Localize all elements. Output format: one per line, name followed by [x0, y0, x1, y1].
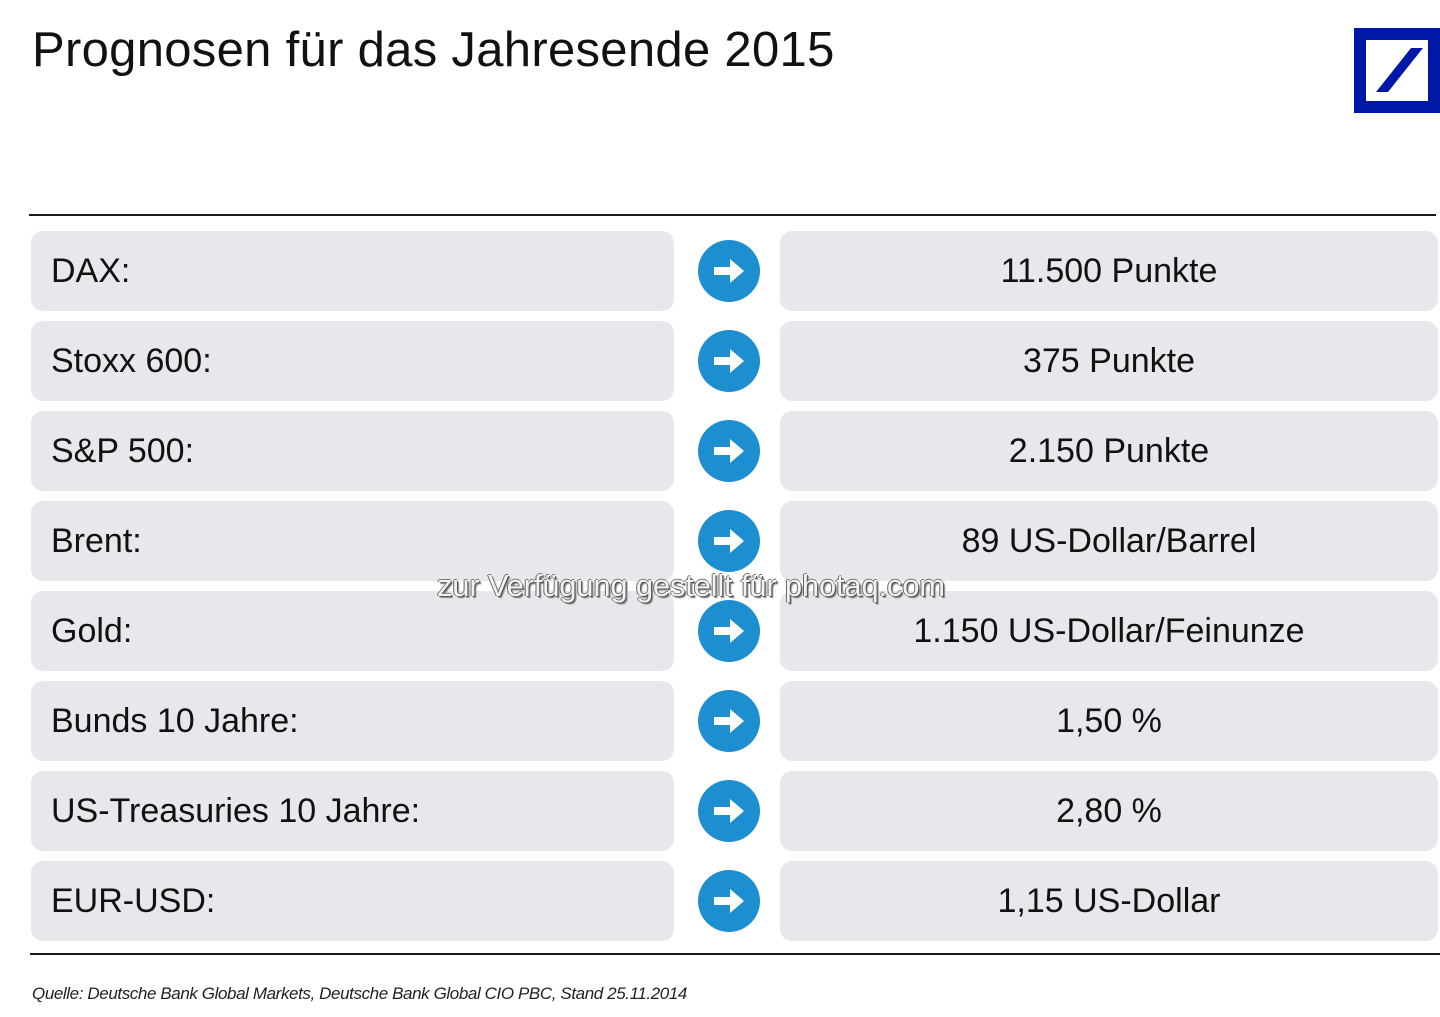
forecast-row: Gold: 1.150 US-Dollar/Feinunze [0, 591, 1440, 671]
forecast-row: Stoxx 600: 375 Punkte [0, 321, 1440, 401]
arrow-right-circle-icon [698, 330, 760, 392]
arrow-right-circle-icon [698, 690, 760, 752]
arrow-right-circle-icon [698, 420, 760, 482]
forecast-row: Bunds 10 Jahre: 1,50 % [0, 681, 1440, 761]
forecast-value: 375 Punkte [780, 321, 1438, 401]
arrow-right-circle-icon [698, 510, 760, 572]
forecast-label: Brent: [31, 501, 674, 581]
forecast-row: EUR-USD: 1,15 US-Dollar [0, 861, 1440, 941]
forecast-value: 89 US-Dollar/Barrel [780, 501, 1438, 581]
watermark: zur Verfügung gestellt für photaq.com [437, 568, 945, 603]
forecast-label: DAX: [31, 231, 674, 311]
deutsche-bank-logo-icon [1354, 28, 1440, 113]
forecast-value: 1,50 % [780, 681, 1438, 761]
forecast-label: Stoxx 600: [31, 321, 674, 401]
forecast-value: 2,80 % [780, 771, 1438, 851]
top-divider [29, 214, 1436, 216]
arrow-right-circle-icon [698, 600, 760, 662]
forecast-value: 11.500 Punkte [780, 231, 1438, 311]
arrow-right-circle-icon [698, 780, 760, 842]
source-note: Quelle: Deutsche Bank Global Markets, De… [32, 984, 687, 1003]
forecast-row: S&P 500: 2.150 Punkte [0, 411, 1440, 491]
forecast-label: Bunds 10 Jahre: [31, 681, 674, 761]
bottom-divider [30, 953, 1440, 955]
forecast-value: 2.150 Punkte [780, 411, 1438, 491]
forecast-label: Gold: [31, 591, 674, 671]
forecast-value: 1,15 US-Dollar [780, 861, 1438, 941]
forecast-value: 1.150 US-Dollar/Feinunze [780, 591, 1438, 671]
forecast-row: US-Treasuries 10 Jahre: 2,80 % [0, 771, 1440, 851]
arrow-right-circle-icon [698, 870, 760, 932]
forecast-label: EUR-USD: [31, 861, 674, 941]
forecast-label: S&P 500: [31, 411, 674, 491]
forecast-label: US-Treasuries 10 Jahre: [31, 771, 674, 851]
forecast-row: DAX: 11.500 Punkte [0, 231, 1440, 311]
page-title: Prognosen für das Jahresende 2015 [32, 23, 835, 77]
arrow-right-circle-icon [698, 240, 760, 302]
forecast-row: Brent: 89 US-Dollar/Barrel [0, 501, 1440, 581]
